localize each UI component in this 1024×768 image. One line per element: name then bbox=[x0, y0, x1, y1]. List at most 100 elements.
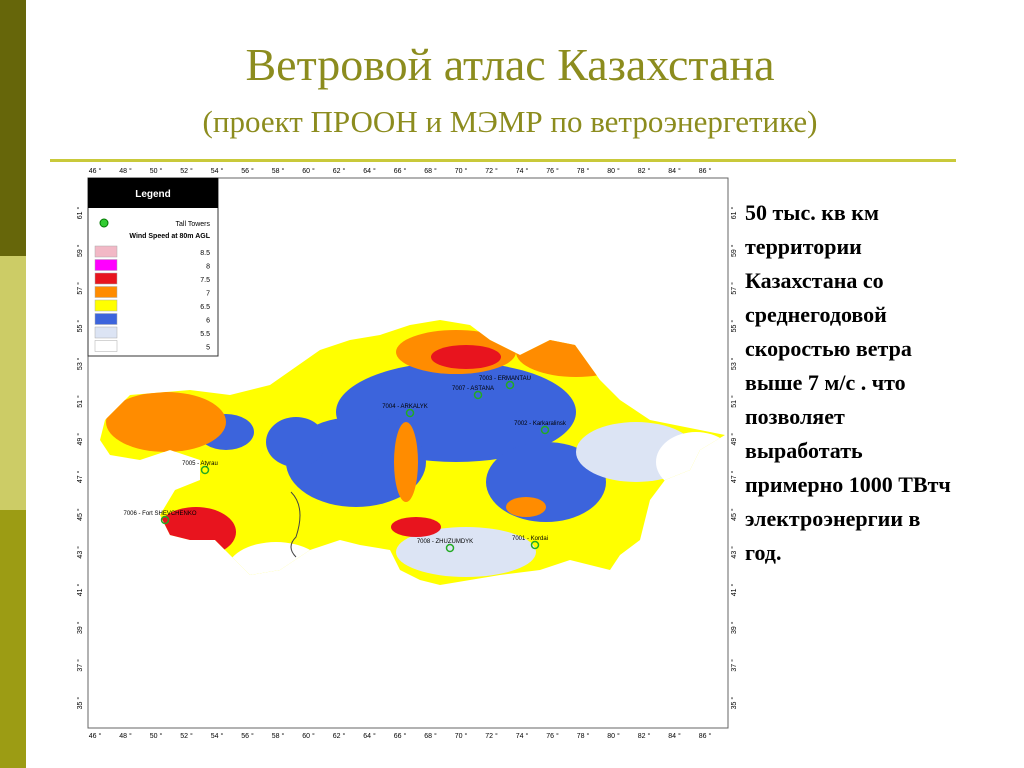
latitude-label: 49 ° bbox=[76, 433, 84, 446]
legend-swatch bbox=[94, 340, 118, 352]
latitude-label: 59 ° bbox=[730, 244, 738, 257]
latitude-label: 45 ° bbox=[76, 508, 84, 521]
body-line: территории bbox=[745, 234, 862, 259]
legend-title: Legend bbox=[135, 189, 171, 200]
latitude-label: 43 ° bbox=[76, 546, 84, 559]
longitude-label: 62 ° bbox=[333, 167, 346, 175]
longitude-label: 48 ° bbox=[119, 732, 132, 740]
longitude-label: 72 ° bbox=[485, 167, 498, 175]
latitude-label: 61 ° bbox=[76, 207, 84, 220]
longitude-label: 60 ° bbox=[302, 167, 315, 175]
longitude-label: 50 ° bbox=[150, 167, 163, 175]
longitude-label: 48 ° bbox=[119, 167, 132, 175]
longitude-label: 58 ° bbox=[272, 167, 285, 175]
station-label: 7001 - Kordai bbox=[512, 536, 548, 542]
longitude-label: 56 ° bbox=[241, 732, 254, 740]
longitude-label: 46 ° bbox=[89, 732, 102, 740]
divider bbox=[50, 159, 956, 162]
body-line: скоростью ветра bbox=[745, 336, 912, 361]
tower-marker bbox=[445, 543, 455, 553]
longitude-label: 64 ° bbox=[363, 167, 376, 175]
legend-swatch bbox=[94, 313, 118, 325]
station-label: 7002 - Karkaralinsk bbox=[514, 421, 567, 427]
longitude-label: 66 ° bbox=[394, 732, 407, 740]
longitude-label: 52 ° bbox=[180, 167, 193, 175]
body-line: Казахстана со bbox=[745, 268, 884, 293]
station-label: 7006 - Fort SHEVCHENKO bbox=[123, 511, 196, 517]
legend-header bbox=[88, 178, 218, 208]
legend-label: 7.5 bbox=[200, 277, 210, 284]
longitude-label: 74 ° bbox=[516, 167, 529, 175]
latitude-label: 47 ° bbox=[76, 470, 84, 483]
latitude-label: 41 ° bbox=[76, 584, 84, 597]
subtitle: (проект ПРООН и МЭМР по ветроэнергетике) bbox=[202, 104, 818, 139]
title: Ветровой атлас Казахстана bbox=[245, 39, 775, 90]
longitude-label: 86 ° bbox=[699, 167, 712, 175]
latitude-label: 41 ° bbox=[730, 584, 738, 597]
legend-swatch bbox=[94, 272, 118, 285]
station-label: 7007 - ASTANA bbox=[452, 386, 494, 392]
latitude-label: 57 ° bbox=[730, 282, 738, 295]
body-line: 50 тыс. кв км bbox=[745, 200, 879, 225]
body-line: примерно 1000 ТВтч bbox=[745, 472, 951, 497]
longitude-label: 54 ° bbox=[211, 167, 224, 175]
tower-marker bbox=[505, 380, 515, 390]
latitude-label: 61 ° bbox=[730, 207, 738, 220]
legend-label: 6 bbox=[206, 318, 210, 325]
latitude-label: 53 ° bbox=[730, 357, 738, 370]
latitude-label: 47 ° bbox=[730, 470, 738, 483]
body-line: позволяет bbox=[745, 404, 845, 429]
longitude-label: 82 ° bbox=[638, 167, 651, 175]
station-label: 7005 - Atyrau bbox=[182, 461, 218, 467]
tower-symbol bbox=[99, 218, 109, 228]
longitude-label: 68 ° bbox=[424, 167, 437, 175]
latitude-label: 39 ° bbox=[76, 621, 84, 634]
longitude-label: 68 ° bbox=[424, 732, 437, 740]
longitude-label: 86 ° bbox=[699, 732, 712, 740]
body-text: 50 тыс. кв км территории Казахстана со сред… bbox=[745, 196, 1020, 570]
longitude-label: 80 ° bbox=[607, 732, 620, 740]
longitude-label: 84 ° bbox=[668, 732, 681, 740]
tower-marker bbox=[530, 540, 540, 550]
legend-label: 7 bbox=[206, 291, 210, 298]
longitude-label: 58 ° bbox=[272, 732, 285, 740]
latitude-label: 37 ° bbox=[730, 659, 738, 672]
side-strip bbox=[0, 510, 26, 768]
longitude-label: 80 ° bbox=[607, 167, 620, 175]
longitude-label: 76 ° bbox=[546, 732, 559, 740]
legend-swatch bbox=[94, 286, 118, 298]
tower-marker bbox=[473, 390, 483, 400]
legend-label: 6.5 bbox=[200, 304, 210, 311]
latitude-label: 51 ° bbox=[730, 395, 738, 408]
latitude-label: 35 ° bbox=[730, 697, 738, 710]
legend-scale-title: Wind Speed at 80m AGL bbox=[129, 233, 210, 240]
longitude-label: 78 ° bbox=[577, 732, 590, 740]
latitude-label: 57 ° bbox=[76, 282, 84, 295]
body-line: электроэнергии в bbox=[745, 506, 921, 531]
tower-marker bbox=[405, 408, 415, 418]
longitude-label: 64 ° bbox=[363, 732, 376, 740]
body-line: год. bbox=[745, 540, 782, 565]
legend-label: 8.5 bbox=[200, 250, 210, 257]
longitude-label: 76 ° bbox=[546, 167, 559, 175]
legend-label: 5.5 bbox=[200, 331, 210, 338]
longitude-label: 74 ° bbox=[516, 732, 529, 740]
body-line: выработать bbox=[745, 438, 863, 463]
legend-swatch bbox=[94, 259, 118, 271]
longitude-label: 62 ° bbox=[333, 732, 346, 740]
latitude-label: 53 ° bbox=[76, 357, 84, 370]
latitude-label: 59 ° bbox=[76, 244, 84, 257]
body-line: выше 7 м/с . что bbox=[745, 370, 906, 395]
longitude-label: 52 ° bbox=[180, 732, 193, 740]
legend-swatch bbox=[94, 299, 118, 312]
tower-marker bbox=[160, 515, 170, 525]
latitude-label: 55 ° bbox=[730, 320, 738, 333]
latitude-label: 37 ° bbox=[76, 659, 84, 672]
latitude-label: 45 ° bbox=[730, 508, 738, 521]
latitude-label: 43 ° bbox=[730, 546, 738, 559]
longitude-label: 70 ° bbox=[455, 167, 468, 175]
legend-label: 5 bbox=[206, 345, 210, 352]
station-label: 7004 - ARKALYK bbox=[382, 404, 428, 410]
body-line: среднегодовой bbox=[745, 302, 887, 327]
